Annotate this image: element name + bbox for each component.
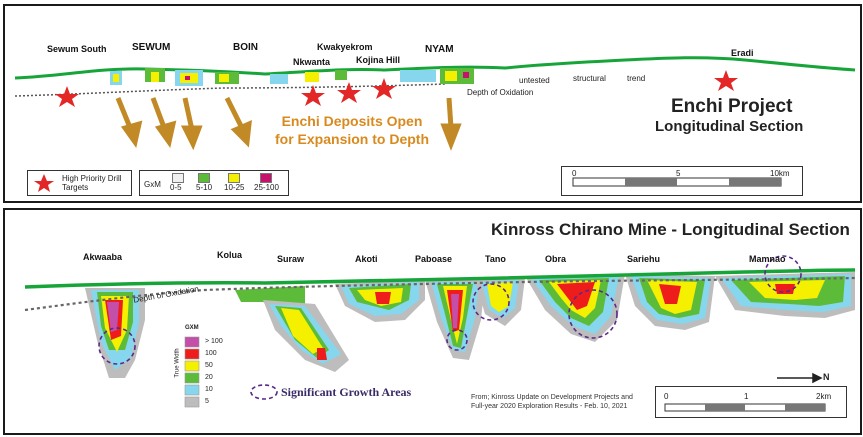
north-arrow-icon xyxy=(777,372,823,384)
north-label: N xyxy=(823,372,830,382)
growth-circles xyxy=(98,255,802,365)
enchi-expansion-text: Enchi Deposits Open for Expansion to Dep… xyxy=(275,112,429,148)
chirano-scale-bar xyxy=(664,403,826,412)
growth-circle-akwaaba xyxy=(98,327,136,365)
label-sewum-south-1: Sewum South xyxy=(47,44,107,54)
enchi-scale-5: 5 xyxy=(676,169,681,178)
legend-grade-5: 5 xyxy=(205,398,209,405)
legend-grade-10: 10 xyxy=(205,386,213,393)
growth-areas-label: Significant Growth Areas xyxy=(281,385,412,399)
enchi-title: Enchi Project xyxy=(671,96,793,117)
chirano-legend-swatches xyxy=(184,336,200,408)
enchi-section-drawing xyxy=(14,56,856,187)
source-line-1: From; Kinross Update on Development Proj… xyxy=(471,394,633,401)
star-icon xyxy=(34,174,54,192)
chirano-scale-1: 1 xyxy=(744,392,749,401)
enchi-longitudinal-section: Sewum South SEWUM BOIN Kwakyekrom Nkwant… xyxy=(3,4,862,203)
growth-circle-obra xyxy=(568,289,618,339)
enchi-scale-10: 10km xyxy=(770,169,790,178)
label-mamnao: Mamnao xyxy=(749,254,786,264)
enchi-subtitle: Longitudinal Section xyxy=(655,118,804,135)
label-sewum: SEWUM xyxy=(132,42,171,53)
legend-grade-gt100: > 100 xyxy=(205,338,223,345)
chirano-legend-gxm: GXM xyxy=(185,325,199,331)
growth-legend-circle xyxy=(250,384,278,400)
trend-word-1: untested xyxy=(519,76,550,85)
trend-word-2: structural xyxy=(573,74,606,83)
label-boin: BOIN xyxy=(233,42,258,53)
enchi-star-legend: High Priority Drill Targets xyxy=(27,170,132,196)
enchi-scale-0: 0 xyxy=(572,169,577,178)
label-eradi: Eradi xyxy=(731,48,754,58)
enchi-depth-label: Depth of Oxidation xyxy=(467,88,534,97)
legend-grade-20: 20 xyxy=(205,374,213,381)
label-obra: Obra xyxy=(545,254,567,264)
chirano-oxidation-line xyxy=(24,276,856,312)
legend-grade-50: 50 xyxy=(205,362,213,369)
legend-grade-1: 5-10 xyxy=(196,183,213,192)
source-line-2: Full-year 2020 Exploration Results - Feb… xyxy=(471,403,628,410)
growth-circle-paboase xyxy=(446,329,468,351)
star-icon xyxy=(55,86,79,107)
legend-grade-2: 10-25 xyxy=(224,183,245,192)
chirano-title: Kinross Chirano Mine - Longitudinal Sect… xyxy=(491,220,850,239)
label-nkwanta: Nkwanta xyxy=(293,57,331,67)
star-icon xyxy=(301,85,325,106)
label-kojina-hill: Kojina Hill xyxy=(356,55,401,65)
chirano-scale-0: 0 xyxy=(664,392,669,401)
chirano-section-drawing xyxy=(24,255,856,412)
legend-swatch-25-100 xyxy=(260,173,272,183)
legend-star-label: High Priority Drill Targets xyxy=(62,174,122,192)
chirano-orebodies xyxy=(85,272,855,378)
growth-circle-mamnao xyxy=(764,255,802,293)
label-suraw: Suraw xyxy=(277,254,305,264)
legend-swatch-10-25 xyxy=(228,173,240,183)
legend-gxm-label: GxM xyxy=(144,180,161,189)
growth-circle-tano xyxy=(472,283,510,321)
star-icon xyxy=(714,70,738,91)
chirano-surface-line xyxy=(24,268,856,289)
expansion-line-1: Enchi Deposits Open xyxy=(281,113,423,129)
star-icon xyxy=(372,78,396,99)
trend-word-3: trend xyxy=(627,74,646,83)
expansion-line-2: for Expansion to Depth xyxy=(275,131,429,147)
legend-grade-3: 25-100 xyxy=(254,183,279,192)
chirano-scale-box: 0 1 2km xyxy=(655,386,847,418)
enchi-scale-box: 0 5 10km xyxy=(561,166,803,196)
label-nyam: NYAM xyxy=(425,44,454,55)
label-paboase: Paboase xyxy=(415,254,453,264)
legend-swatch-5-10 xyxy=(198,173,210,183)
legend-grade-100: 100 xyxy=(205,350,217,357)
enchi-depth-arrows xyxy=(115,96,462,151)
enchi-grade-legend: GxM 0-5 5-10 10-25 25-100 xyxy=(139,170,289,196)
label-akwaaba: Akwaaba xyxy=(83,252,123,262)
label-sariehu: Sariehu xyxy=(627,254,661,264)
chirano-scale-2: 2km xyxy=(816,392,832,401)
label-tano: Tano xyxy=(485,254,506,264)
enchi-drill-target-stars xyxy=(55,70,738,107)
chirano-longitudinal-section: Kinross Chirano Mine - Longitudinal Sect… xyxy=(3,208,862,435)
label-akoti: Akoti xyxy=(355,254,378,264)
label-kolua: Kolua xyxy=(217,250,243,260)
chirano-legend-axis: True Width xyxy=(174,348,181,378)
legend-grade-0: 0-5 xyxy=(170,183,182,192)
star-icon xyxy=(337,82,361,103)
legend-swatch-0-5 xyxy=(172,173,184,183)
enchi-scale-bar xyxy=(572,177,782,187)
label-kwakyekrom: Kwakyekrom xyxy=(317,42,373,52)
enchi-orebodies xyxy=(110,68,474,86)
